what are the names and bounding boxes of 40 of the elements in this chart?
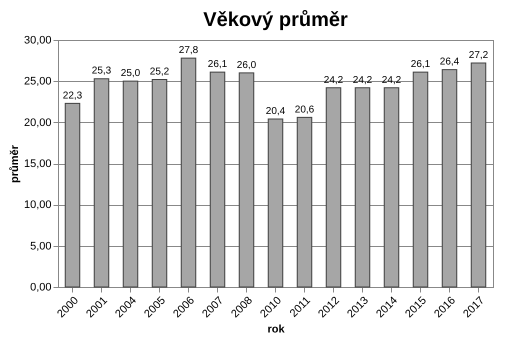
data-label: 25,0 [120, 68, 141, 80]
bar [296, 116, 312, 288]
bar [470, 62, 486, 288]
y-tick-label: 0,00 [30, 282, 52, 294]
y-tick-label: 20,00 [24, 116, 52, 129]
data-label: 24,2 [324, 74, 344, 86]
y-tick-label: 30,00 [24, 34, 52, 46]
y-tick-label: 25,00 [24, 76, 52, 88]
bar [210, 72, 226, 288]
y-tick-label: 10,00 [24, 199, 52, 212]
bar [384, 87, 400, 288]
x-axis-title: rok [267, 324, 286, 336]
y-tick-label: 5,00 [30, 240, 52, 252]
data-label: 25,3 [92, 66, 112, 77]
data-label: 24,2 [352, 74, 373, 86]
bar [64, 102, 80, 288]
bar [268, 118, 284, 288]
data-label: 22,3 [62, 90, 83, 102]
data-label: 27,2 [468, 50, 489, 62]
bar [238, 72, 254, 288]
bar [354, 87, 370, 288]
bar [94, 78, 110, 288]
bar [326, 87, 342, 288]
data-label: 26,1 [410, 59, 431, 70]
bar [442, 69, 458, 288]
bar [122, 80, 138, 288]
y-axis-title: průměr [8, 144, 21, 183]
y-tick-label: 15,00 [24, 158, 52, 170]
data-label: 20,4 [266, 106, 286, 118]
data-label: 26,4 [440, 56, 460, 68]
bar [152, 79, 168, 288]
data-label: 27,8 [178, 45, 199, 56]
data-label: 26,0 [236, 60, 257, 71]
bar [412, 72, 428, 288]
data-label: 25,2 [150, 66, 170, 78]
data-label: 20,6 [294, 104, 315, 116]
chart-title: Věkový průměr [203, 9, 348, 31]
data-label: 26,1 [208, 59, 228, 70]
bar [180, 58, 196, 288]
data-label: 24,2 [382, 74, 402, 86]
